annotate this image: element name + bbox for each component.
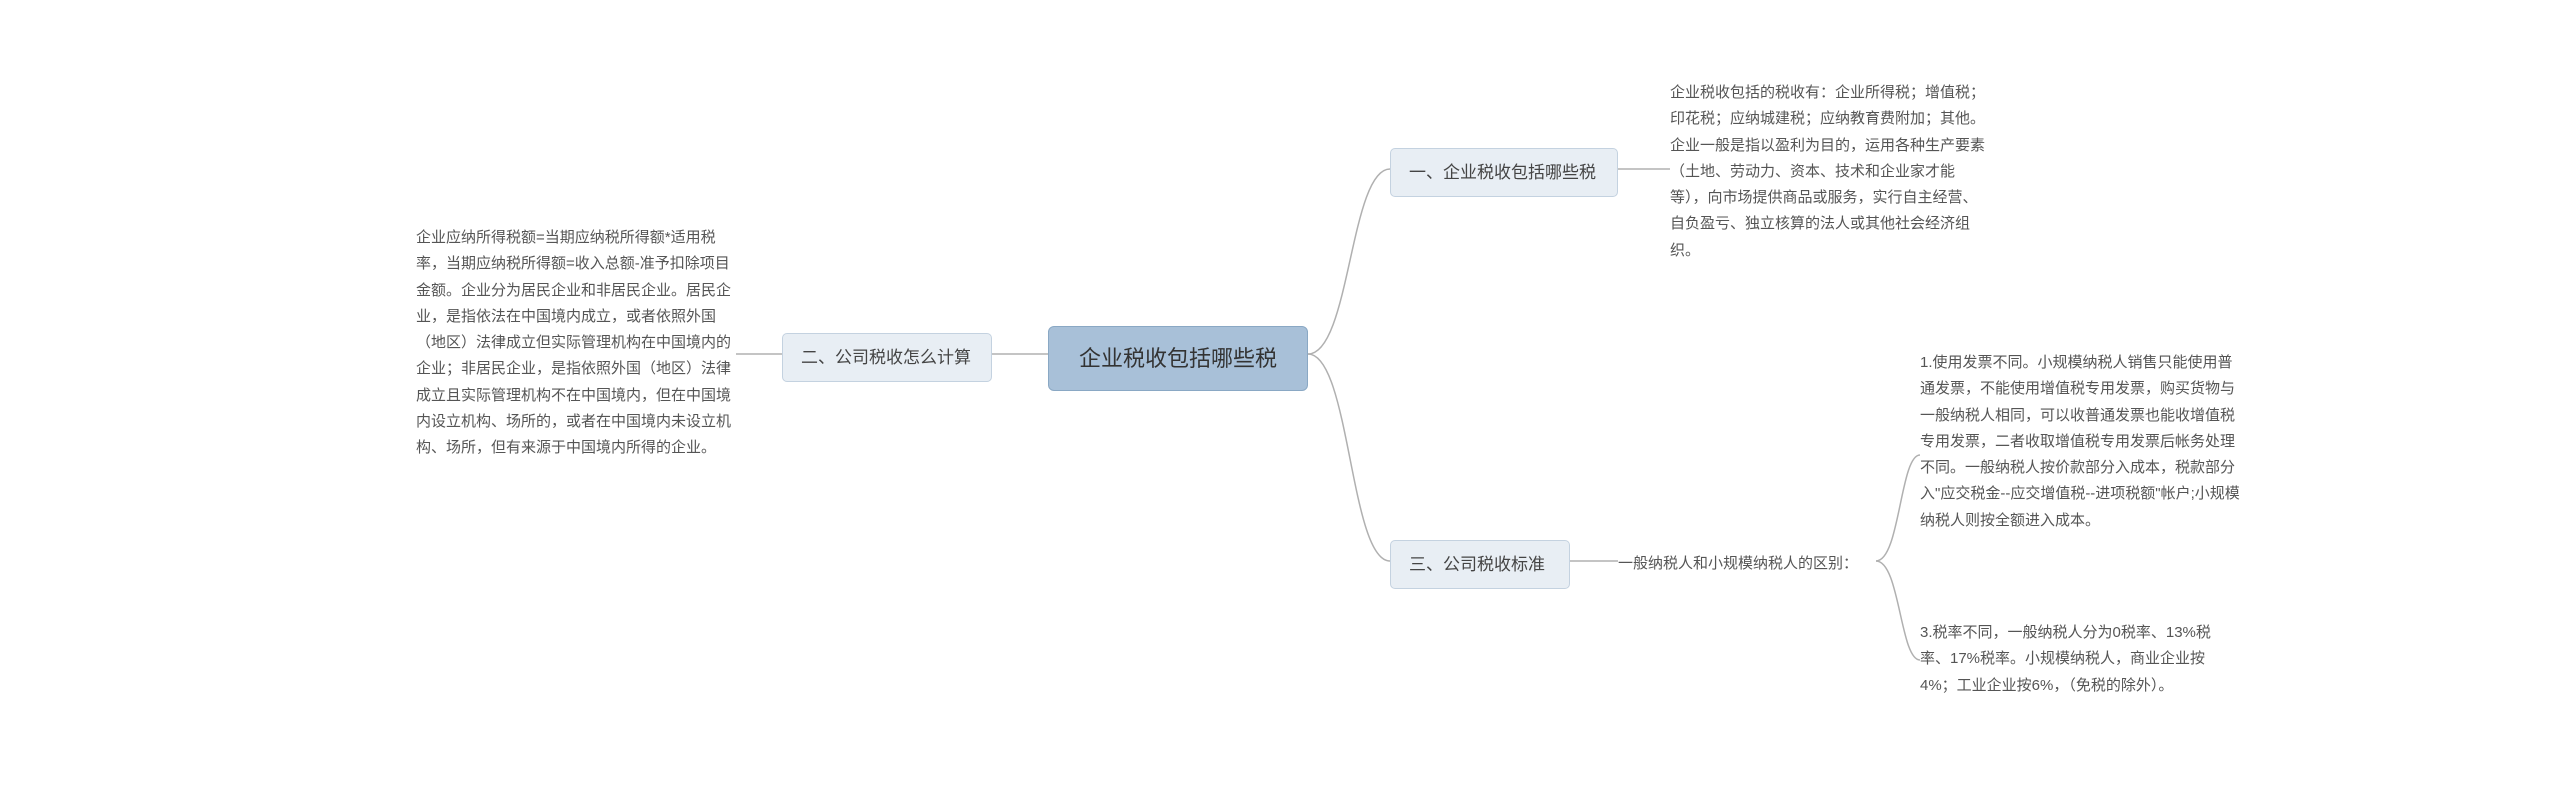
leaf-1: 企业税收包括的税收有：企业所得税；增值税；印花税；应纳城建税；应纳教育费附加；其… [1670, 80, 1990, 264]
edge [1308, 169, 1390, 354]
edge [1308, 354, 1390, 561]
leaf-3c: 3.税率不同，一般纳税人分为0税率、13%税率、17%税率。小规模纳税人，商业企… [1920, 620, 2240, 699]
branch-2: 二、公司税收怎么计算 [782, 333, 992, 382]
edge [1876, 455, 1920, 561]
root-node: 企业税收包括哪些税 [1048, 326, 1308, 391]
leaf-3b: 1.使用发票不同。小规模纳税人销售只能使用普通发票，不能使用增值税专用发票，购买… [1920, 350, 2240, 534]
edge [1876, 561, 1920, 660]
leaf-2: 企业应纳所得税额=当期应纳税所得额*适用税率，当期应纳税所得额=收入总额-准予扣… [416, 225, 736, 461]
leaf-3a: 一般纳税人和小规模纳税人的区别： [1618, 551, 1878, 577]
branch-1: 一、企业税收包括哪些税 [1390, 148, 1618, 197]
branch-3: 三、公司税收标准 [1390, 540, 1570, 589]
